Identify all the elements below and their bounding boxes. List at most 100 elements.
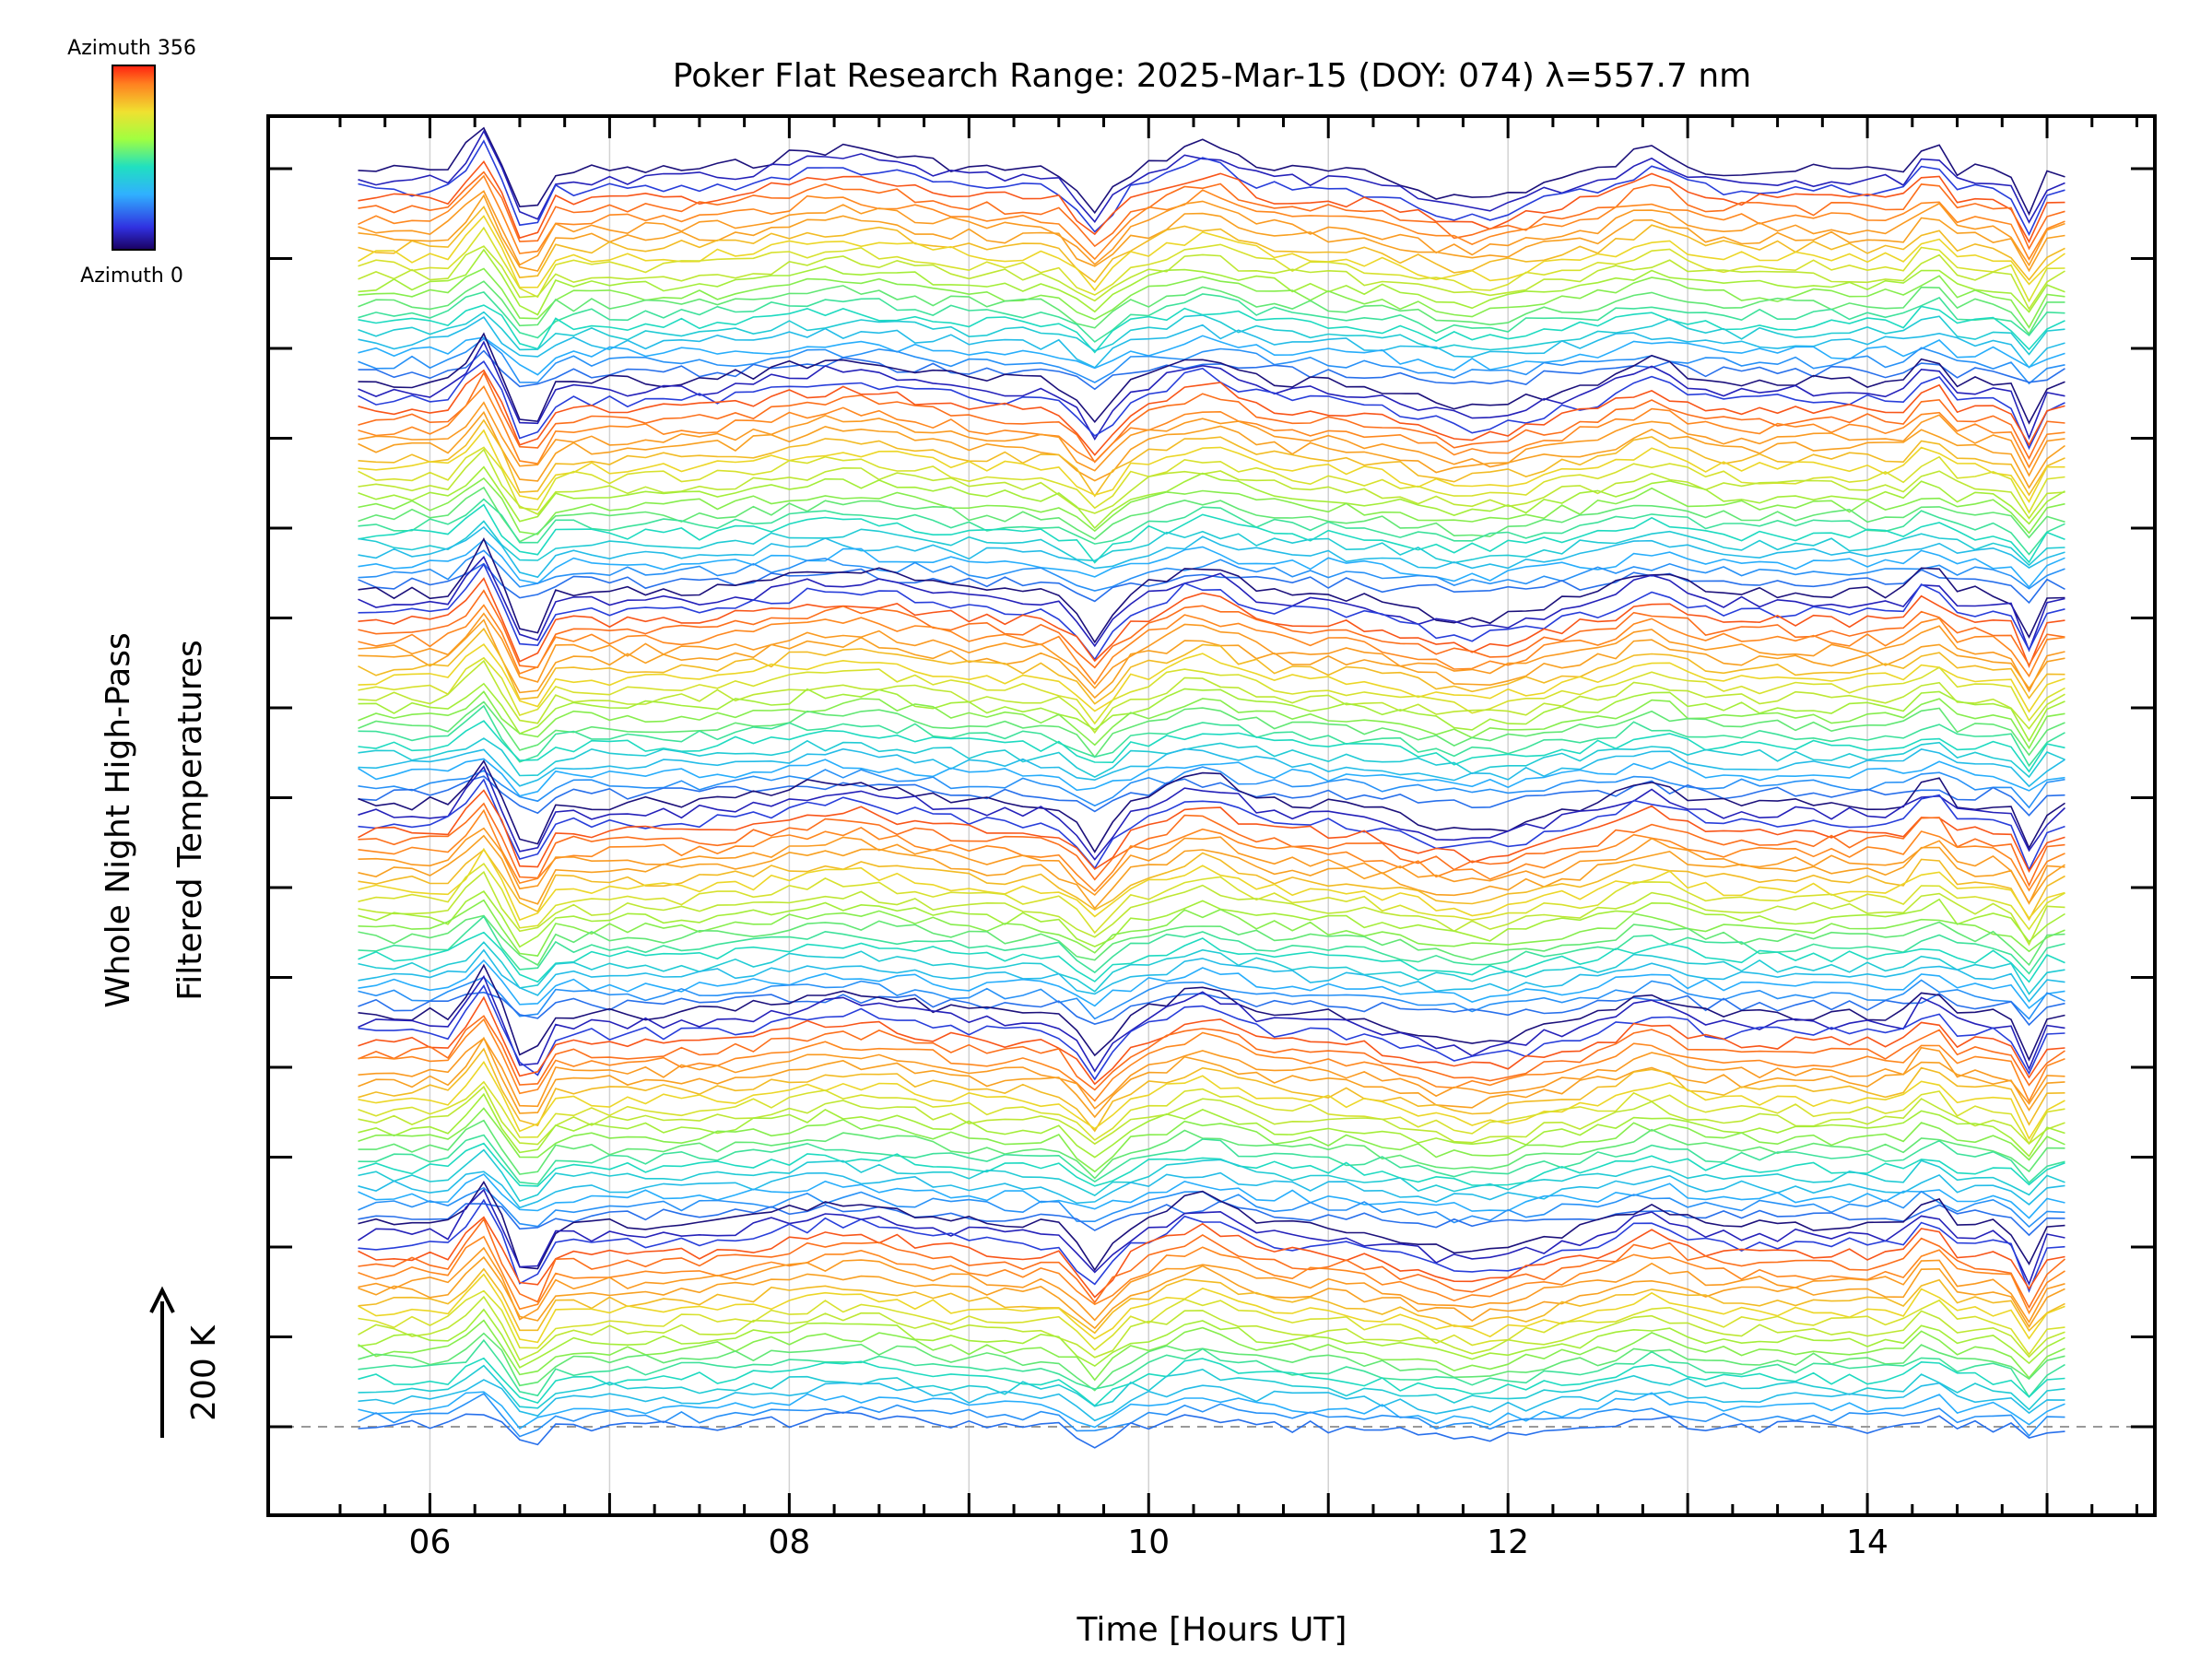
temperature-trace	[358, 984, 2065, 1081]
temperature-trace	[358, 1267, 2065, 1335]
temperature-trace	[358, 1308, 2065, 1369]
temperature-trace	[358, 1060, 2065, 1141]
temperature-trace	[358, 915, 2065, 975]
temperature-trace	[358, 335, 2065, 376]
temperature-trace	[358, 1379, 2065, 1422]
temperature-trace	[358, 612, 2065, 693]
grid-lines	[429, 116, 2048, 1515]
temperature-trace	[358, 160, 2065, 244]
temperature-trace	[358, 682, 2065, 743]
temperature-trace	[358, 1036, 2065, 1119]
temperature-trace	[358, 1255, 2065, 1330]
temperature-trace	[358, 914, 2065, 967]
temperature-trace	[358, 1173, 2065, 1219]
temperature-trace	[358, 369, 2065, 456]
temperature-trace	[358, 215, 2065, 292]
temperature-trace	[358, 775, 2065, 817]
temperature-trace	[358, 349, 2065, 391]
temperature-trace	[358, 890, 2065, 948]
temperature-trace	[358, 332, 2065, 425]
scale-bar-arrowhead-icon	[149, 1286, 175, 1313]
temperature-trace	[358, 1200, 2065, 1237]
temperature-trace	[358, 1235, 2065, 1315]
temperature-trace	[358, 446, 2065, 514]
temperature-trace	[358, 1180, 2065, 1272]
temperature-trace	[358, 245, 2065, 311]
temperature-trace	[358, 1148, 2065, 1203]
temperature-trace	[358, 1319, 2065, 1382]
temperature-trace	[358, 555, 2065, 653]
plot-frame	[266, 114, 2157, 1517]
temperature-trace	[358, 959, 2065, 1010]
temperature-trace	[358, 848, 2065, 922]
temperature-trace	[358, 1037, 2065, 1110]
colorbar-gradient	[112, 65, 156, 251]
temperature-trace	[358, 766, 2065, 809]
temperature-trace	[358, 963, 2065, 1062]
colorbar: Azimuth 356 Azimuth 0	[67, 37, 196, 288]
temperature-trace	[358, 1273, 2065, 1344]
temperature-trace	[358, 1171, 2065, 1209]
temperature-trace	[358, 248, 2065, 316]
temperature-trace	[358, 1364, 2065, 1411]
temperature-trace	[358, 870, 2065, 947]
y-axis-label-line2: Filtered Temperatures	[171, 640, 209, 1001]
temperature-trace	[358, 226, 2065, 303]
temperature-trace	[358, 1198, 2065, 1293]
temperature-trace	[358, 789, 2065, 874]
temperature-trace	[358, 311, 2065, 356]
x-tick-label: 12	[1487, 1524, 1529, 1561]
temperature-trace	[358, 538, 2065, 589]
temperature-trace	[358, 737, 2065, 779]
temperature-trace	[358, 477, 2065, 535]
temperature-trace	[358, 627, 2065, 705]
temperature-trace	[358, 808, 2065, 893]
temperature-trace	[358, 976, 2065, 1020]
temperature-trace	[358, 1246, 2065, 1324]
temperature-trace	[358, 418, 2065, 498]
temperature-trace	[358, 1332, 2065, 1392]
temperature-trace	[358, 931, 2065, 983]
temperature-trace	[358, 1391, 2065, 1430]
temperature-trace	[358, 1134, 2065, 1185]
temperature-trace	[358, 337, 2065, 385]
temperature-trace	[358, 778, 2065, 872]
temperature-trace	[358, 1107, 2065, 1173]
temperature-trace	[358, 1357, 2065, 1407]
scale-bar: 200 K	[149, 1286, 223, 1438]
temperature-trace	[358, 429, 2065, 503]
chart-title: Poker Flat Research Range: 2025-Mar-15 (…	[673, 57, 1751, 95]
temperature-trace	[358, 385, 2065, 469]
temperature-trace	[358, 503, 2065, 564]
temperature-trace	[358, 847, 2065, 922]
temperature-trace	[358, 1289, 2065, 1356]
temperature-trace	[358, 280, 2065, 335]
temperature-trace	[358, 862, 2065, 935]
scale-bar-label: 200 K	[185, 1324, 223, 1421]
temperature-trace	[358, 126, 2065, 217]
temperature-trace	[358, 765, 2066, 861]
temperature-trace	[358, 174, 2065, 261]
temperature-trace	[358, 410, 2065, 489]
y-axis-label-line1: Whole Night High-Pass	[100, 632, 137, 1008]
x-tick-label: 14	[1846, 1524, 1888, 1561]
axis-ticks	[268, 116, 2155, 1515]
colorbar-top-label: Azimuth 356	[67, 37, 196, 60]
temperature-trace	[358, 304, 2065, 354]
temperature-trace	[358, 194, 2065, 273]
temperature-trace	[358, 758, 2065, 797]
temperature-trace	[358, 659, 2065, 735]
temperature-trace	[358, 1188, 2065, 1287]
temperature-trace	[358, 371, 2065, 464]
x-tick-labels: 06 08 10 12 14	[409, 1524, 1888, 1561]
temperature-trace	[358, 536, 2065, 644]
temperature-trace	[358, 948, 2065, 1003]
temperature-trace	[358, 549, 2065, 592]
temperature-trace	[358, 802, 2065, 888]
x-tick-label: 08	[768, 1524, 810, 1561]
temperature-trace	[358, 1392, 2065, 1438]
temperature-trace	[358, 690, 2065, 750]
temperature-trace	[358, 340, 2065, 441]
temperature-trace	[358, 1411, 2065, 1449]
